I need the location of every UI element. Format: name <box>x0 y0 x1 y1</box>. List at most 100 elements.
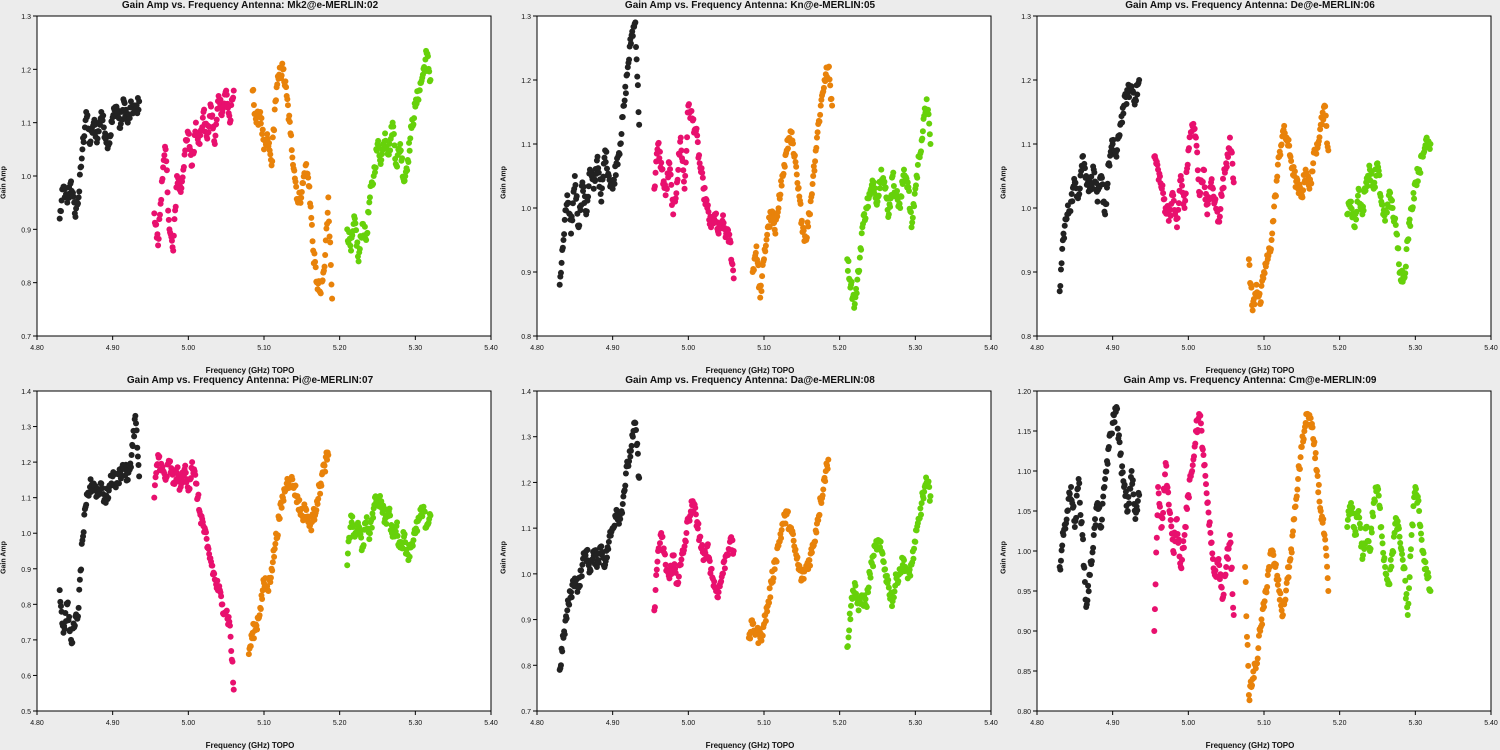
data-point <box>1129 477 1136 484</box>
data-point <box>1066 490 1073 497</box>
data-point <box>587 567 594 574</box>
data-point <box>874 198 881 205</box>
data-point <box>597 190 604 197</box>
data-point <box>1181 205 1188 211</box>
data-point <box>211 570 218 577</box>
data-point <box>762 617 769 624</box>
data-point <box>629 32 636 39</box>
data-series-4 <box>344 492 434 569</box>
data-point <box>1202 472 1209 479</box>
data-point <box>308 221 315 228</box>
data-point <box>784 508 791 515</box>
data-point <box>358 534 365 541</box>
data-point <box>651 183 658 190</box>
data-point <box>848 278 855 285</box>
data-point <box>366 199 373 206</box>
data-point <box>1217 205 1224 212</box>
data-point <box>1403 591 1410 598</box>
data-point <box>1216 562 1223 569</box>
data-point <box>634 450 641 457</box>
y-tick-label: 1.2 <box>521 78 531 85</box>
data-point <box>1229 160 1236 167</box>
data-point <box>1204 211 1211 218</box>
data-point <box>571 173 578 179</box>
data-point <box>81 511 88 518</box>
data-point <box>1420 550 1427 557</box>
data-point <box>1277 590 1284 597</box>
data-point <box>1161 195 1168 202</box>
data-point <box>598 543 605 550</box>
data-point <box>885 576 892 583</box>
y-tick-label: 0.80 <box>1017 709 1031 716</box>
data-point <box>879 550 886 557</box>
data-point <box>1379 201 1386 208</box>
data-point <box>327 239 334 246</box>
x-tick-label: 5.10 <box>257 345 271 352</box>
data-point <box>775 205 782 212</box>
data-point <box>829 102 836 109</box>
data-point <box>766 585 773 592</box>
y-tick-label: 1.1 <box>521 526 531 533</box>
data-point <box>1307 415 1314 422</box>
data-point <box>1204 200 1211 207</box>
data-point <box>153 221 160 228</box>
y-tick-label: 0.8 <box>1021 334 1031 341</box>
data-point <box>214 577 221 584</box>
data-point <box>1427 588 1434 594</box>
data-point <box>391 142 398 149</box>
data-point <box>730 275 737 282</box>
data-point <box>312 258 319 265</box>
data-point <box>1207 529 1214 536</box>
data-point <box>585 183 592 190</box>
data-point <box>1058 547 1065 554</box>
y-axis-label: Gain Amp <box>0 541 8 574</box>
data-point <box>271 545 278 552</box>
data-point <box>628 442 635 449</box>
data-point <box>811 167 818 174</box>
data-point <box>632 420 639 426</box>
data-point <box>826 76 833 83</box>
data-point <box>782 520 789 527</box>
data-series-1 <box>56 412 143 647</box>
x-tick-label: 5.40 <box>1484 720 1498 727</box>
data-point <box>1109 430 1116 437</box>
data-point <box>1076 185 1083 192</box>
data-point <box>1212 196 1219 203</box>
data-point <box>1272 193 1279 200</box>
data-point <box>820 84 827 91</box>
x-tick-label: 4.80 <box>530 345 544 352</box>
data-point <box>624 71 631 78</box>
data-point <box>1222 571 1229 578</box>
data-point <box>853 290 860 297</box>
data-point <box>900 557 907 564</box>
data-point <box>135 461 142 468</box>
data-point <box>603 554 610 561</box>
data-point <box>772 230 779 237</box>
data-point <box>1349 504 1356 511</box>
data-point <box>124 119 131 126</box>
data-point <box>792 159 799 166</box>
data-point <box>619 509 626 516</box>
data-point <box>1111 419 1118 426</box>
data-point <box>1226 532 1233 538</box>
data-point <box>1348 500 1355 506</box>
data-point <box>1090 544 1097 551</box>
data-point <box>559 648 566 655</box>
data-point <box>1197 420 1204 427</box>
data-point <box>1285 574 1292 581</box>
data-point <box>761 256 767 263</box>
y-tick-label: 0.8 <box>21 602 31 609</box>
data-point <box>1368 529 1375 536</box>
data-point <box>1153 549 1160 556</box>
data-point <box>1268 237 1275 243</box>
data-point <box>1258 282 1265 289</box>
data-point <box>1261 270 1268 277</box>
data-point <box>683 529 690 536</box>
y-tick-label: 1.00 <box>1017 549 1031 556</box>
data-point <box>1136 492 1143 498</box>
data-point <box>1344 516 1351 523</box>
data-point <box>725 551 732 558</box>
data-point <box>1379 540 1386 547</box>
data-point <box>230 679 237 686</box>
y-tick-label: 1.3 <box>1021 14 1031 21</box>
